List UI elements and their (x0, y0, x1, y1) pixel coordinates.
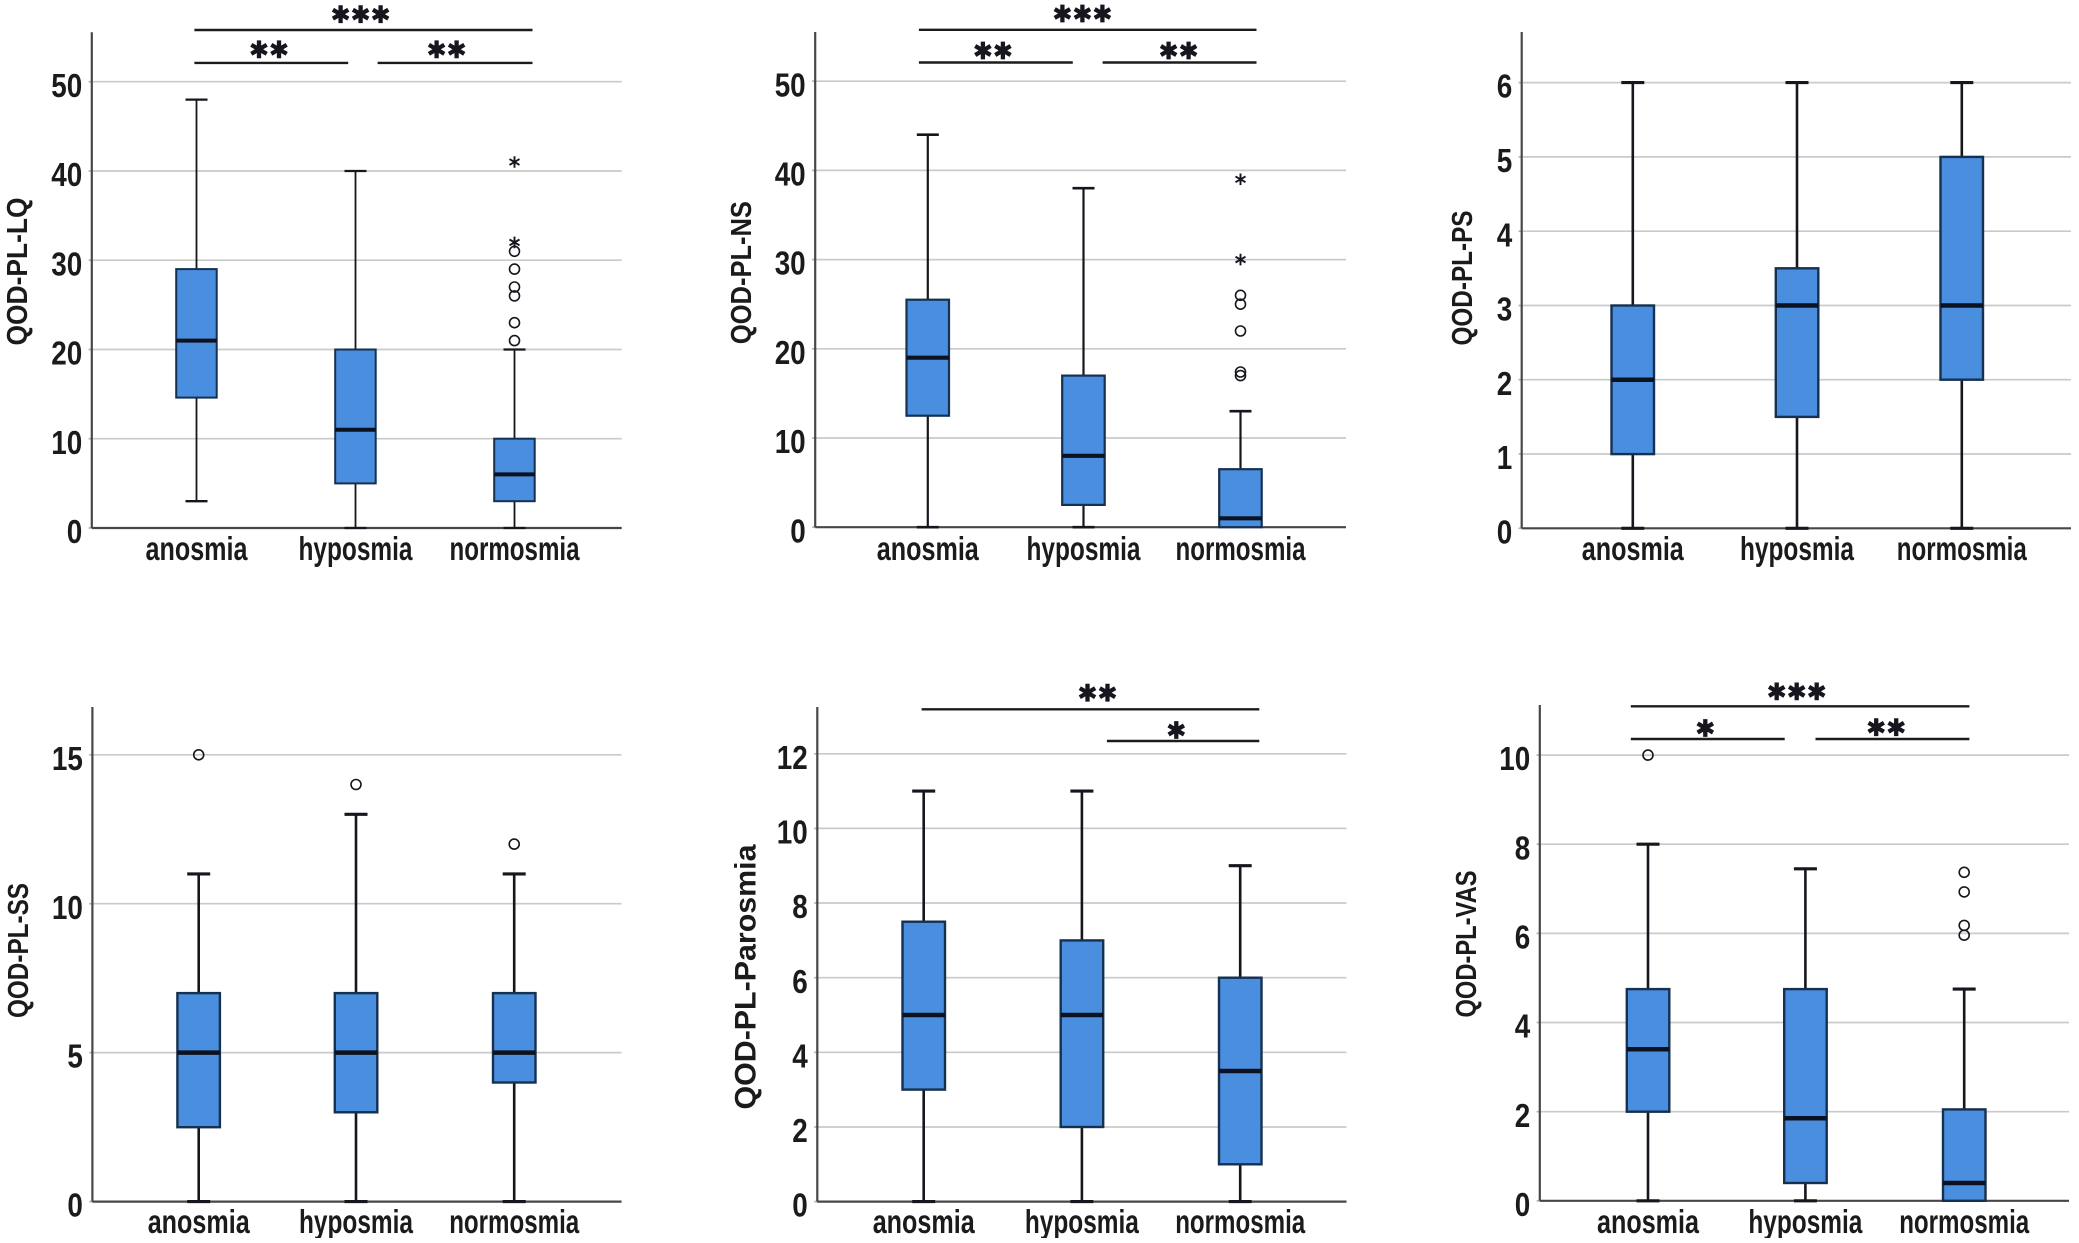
svg-text:5: 5 (1497, 142, 1513, 179)
svg-text:QOD-PL-VAS: QOD-PL-VAS (1451, 871, 1483, 1018)
svg-text:20: 20 (775, 334, 806, 371)
svg-text:QOD-PL-Parosmia: QOD-PL-Parosmia (730, 844, 763, 1109)
svg-text:6: 6 (792, 963, 808, 1000)
svg-text:2: 2 (1515, 1097, 1531, 1134)
svg-text:hyposmia: hyposmia (1748, 1203, 1862, 1238)
svg-text:0: 0 (1497, 513, 1513, 550)
svg-text:hyposmia: hyposmia (1027, 530, 1141, 567)
svg-text:12: 12 (777, 739, 808, 776)
svg-text:8: 8 (1515, 829, 1531, 866)
svg-text:10: 10 (775, 423, 806, 460)
svg-text:QOD-PL-NS: QOD-PL-NS (726, 201, 758, 344)
svg-text:anosmia: anosmia (1597, 1203, 1699, 1238)
svg-text:QOD-PL-LQ: QOD-PL-LQ (2, 198, 34, 346)
svg-text:10: 10 (52, 889, 83, 926)
svg-text:20: 20 (51, 335, 82, 372)
svg-text:0: 0 (67, 1187, 83, 1224)
svg-text:0: 0 (790, 512, 806, 549)
svg-text:1: 1 (1497, 439, 1513, 476)
svg-text:hyposmia: hyposmia (299, 1203, 413, 1238)
svg-text:4: 4 (1497, 216, 1513, 253)
svg-text:hyposmia: hyposmia (299, 530, 413, 567)
svg-text:15: 15 (52, 740, 83, 777)
svg-text:8: 8 (792, 888, 808, 925)
svg-text:hyposmia: hyposmia (1740, 530, 1854, 567)
svg-text:10: 10 (777, 814, 808, 851)
svg-text:anosmia: anosmia (873, 1203, 975, 1238)
svg-text:4: 4 (792, 1037, 808, 1074)
svg-text:anosmia: anosmia (148, 1203, 250, 1238)
svg-text:0: 0 (792, 1187, 808, 1224)
svg-text:30: 30 (775, 245, 806, 282)
svg-text:0: 0 (1515, 1186, 1531, 1223)
svg-text:hyposmia: hyposmia (1025, 1203, 1139, 1238)
svg-text:10: 10 (51, 424, 82, 461)
svg-text:anosmia: anosmia (877, 530, 979, 567)
svg-text:normosmia: normosmia (1899, 1203, 2029, 1238)
svg-text:normosmia: normosmia (1176, 530, 1306, 567)
svg-text:anosmia: anosmia (146, 530, 248, 567)
svg-text:30: 30 (51, 245, 82, 282)
svg-text:0: 0 (67, 513, 83, 550)
svg-text:4: 4 (1515, 1008, 1531, 1045)
svg-text:40: 40 (51, 156, 82, 193)
svg-text:10: 10 (1499, 740, 1530, 777)
svg-text:normosmia: normosmia (449, 1203, 579, 1238)
svg-text:6: 6 (1497, 68, 1513, 105)
svg-text:6: 6 (1515, 919, 1531, 956)
svg-text:50: 50 (775, 66, 806, 103)
svg-text:normosmia: normosmia (1897, 530, 2027, 567)
svg-text:normosmia: normosmia (1175, 1203, 1305, 1238)
svg-text:QOD-PL-PS: QOD-PL-PS (1447, 211, 1479, 346)
svg-text:5: 5 (67, 1038, 83, 1075)
svg-text:anosmia: anosmia (1582, 530, 1684, 567)
svg-text:40: 40 (775, 156, 806, 193)
svg-text:normosmia: normosmia (450, 530, 580, 567)
svg-text:2: 2 (792, 1112, 808, 1149)
svg-text:50: 50 (51, 67, 82, 104)
svg-text:QOD-PL-SS: QOD-PL-SS (3, 883, 35, 1018)
svg-text:3: 3 (1497, 291, 1513, 328)
svg-text:2: 2 (1497, 365, 1513, 402)
